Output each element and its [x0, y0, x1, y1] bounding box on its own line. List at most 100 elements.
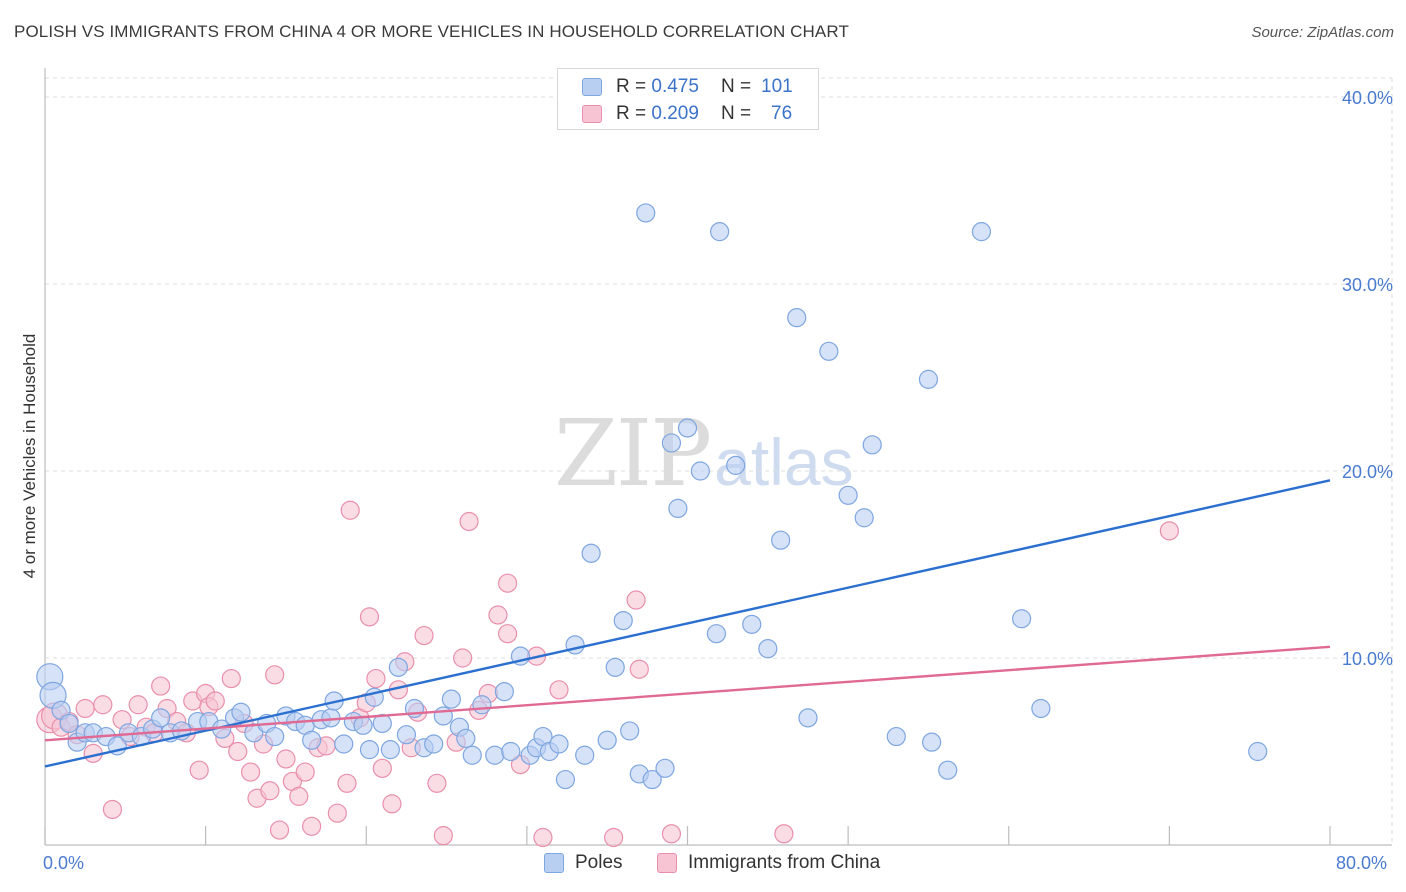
- china-point: [151, 676, 171, 696]
- poles-point: [655, 758, 675, 778]
- poles-point: [668, 498, 688, 518]
- poles-point: [706, 624, 727, 644]
- china-point: [295, 762, 315, 782]
- china-point: [260, 781, 280, 801]
- china-point: [366, 668, 386, 689]
- legend-swatch-china: [582, 105, 602, 123]
- trend-layer: [44, 479, 1331, 768]
- y-tick-label: 20.0%: [1342, 462, 1393, 482]
- poles-point: [501, 741, 521, 762]
- china-point: [1159, 521, 1179, 541]
- china-point: [414, 625, 434, 646]
- china-point: [221, 668, 241, 689]
- legend-r-value: 0.475: [651, 76, 699, 97]
- legend-row-china: R = 0.209 N = 76: [582, 103, 792, 125]
- poles-trend-line: [44, 479, 1331, 768]
- legend-item-poles[interactable]: Poles: [544, 852, 623, 874]
- china-point: [337, 773, 357, 793]
- poles-point: [918, 369, 939, 389]
- china-swatch: [657, 853, 677, 873]
- china-point: [102, 799, 123, 820]
- legend-swatch-poles: [582, 78, 602, 96]
- y-tick-label: 30.0%: [1342, 275, 1393, 295]
- poles-point: [565, 635, 585, 655]
- china-point: [629, 659, 649, 679]
- poles-point: [798, 708, 818, 728]
- china-point: [372, 758, 392, 778]
- poles-point: [661, 433, 682, 453]
- china-point: [382, 794, 402, 814]
- china-point: [128, 695, 148, 715]
- legend-r-label: R =: [616, 76, 647, 97]
- poles-point: [971, 222, 992, 242]
- chart-title: POLISH VS IMMIGRANTS FROM CHINA 4 OR MOR…: [14, 22, 849, 41]
- series-legend: Poles Immigrants from China: [0, 852, 1406, 878]
- poles-point: [597, 730, 617, 750]
- legend-r-value: 0.209: [651, 103, 699, 124]
- china-legend-label: Immigrants from China: [688, 852, 881, 873]
- poles-point: [620, 721, 640, 741]
- china-point: [75, 698, 95, 719]
- china-point: [498, 624, 518, 644]
- china-point: [276, 749, 296, 769]
- poles-point: [1031, 698, 1051, 719]
- china-point: [327, 803, 347, 823]
- x-tick-label-max: 80.0%: [1336, 853, 1388, 873]
- poles-point: [613, 610, 633, 631]
- legend-row-poles: R = 0.475 N = 101: [582, 76, 793, 98]
- china-trend-line: [44, 645, 1331, 742]
- china-point: [189, 760, 209, 780]
- poles-point: [726, 455, 746, 475]
- poles-point: [938, 760, 958, 780]
- poles-point: [677, 418, 698, 438]
- poles-point: [388, 657, 408, 677]
- poles-point: [244, 723, 264, 743]
- china-point: [498, 573, 518, 593]
- poles-point: [605, 657, 625, 677]
- poles-point: [302, 730, 322, 750]
- poles-point: [854, 508, 874, 528]
- poles-point: [441, 689, 461, 709]
- poles-point: [690, 461, 710, 481]
- poles-point: [862, 435, 882, 455]
- china-point: [269, 820, 290, 840]
- poles-point: [742, 614, 762, 634]
- poles-point: [1011, 609, 1032, 629]
- y-tick-label: 10.0%: [1342, 649, 1393, 669]
- poles-point: [456, 728, 476, 749]
- poles-point: [575, 745, 595, 765]
- poles-point: [485, 745, 505, 765]
- china-point: [661, 824, 682, 844]
- china-point: [302, 816, 322, 836]
- x-tick-label-min: 0.0%: [43, 853, 85, 873]
- china-point: [433, 826, 453, 846]
- china-point: [604, 827, 624, 848]
- poles-point: [472, 695, 492, 715]
- poles-point: [581, 543, 601, 563]
- poles-point: [1248, 741, 1268, 762]
- poles-point: [359, 740, 380, 760]
- china-point: [359, 607, 380, 627]
- poles-point: [636, 203, 656, 223]
- china-point: [626, 590, 646, 610]
- poles-point: [758, 639, 778, 659]
- legend-item-china[interactable]: Immigrants from China: [657, 852, 880, 874]
- legend-r-label: R =: [616, 103, 647, 124]
- poles-point: [424, 734, 444, 754]
- poles-point: [771, 530, 791, 550]
- poles-swatch: [544, 853, 564, 873]
- poles-point: [555, 769, 576, 790]
- y-tick-label: 40.0%: [1342, 88, 1393, 108]
- poles-point: [151, 708, 171, 728]
- poles-point: [231, 702, 251, 722]
- poles-point: [265, 726, 285, 747]
- china-point: [459, 511, 479, 532]
- china-point: [453, 648, 473, 668]
- poles-point: [642, 769, 662, 790]
- y-tick-labels: 10.0% 20.0% 30.0% 40.0%: [1342, 88, 1393, 669]
- poles-point: [396, 725, 417, 745]
- china-point: [205, 691, 225, 711]
- china-point: [549, 680, 569, 700]
- poles-point: [549, 734, 569, 754]
- poles-point: [922, 732, 942, 752]
